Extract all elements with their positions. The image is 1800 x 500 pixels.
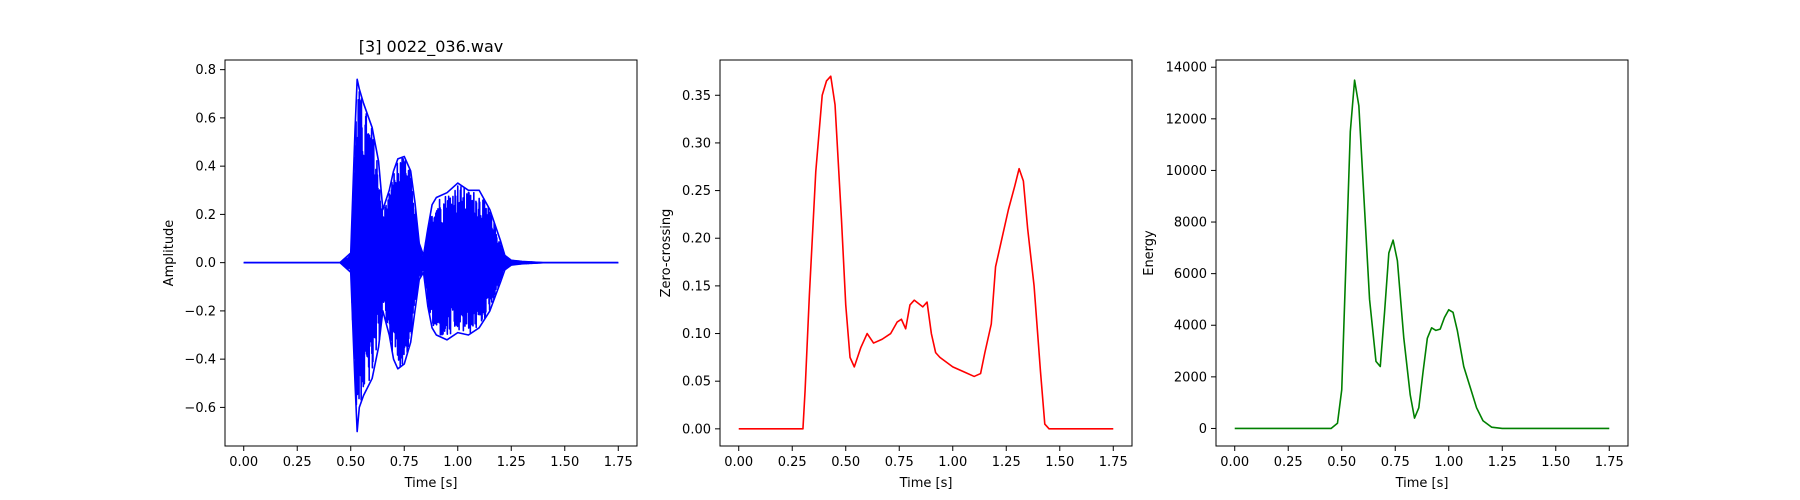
- zero-crossing-y-axis-label: Zero-crossing: [659, 209, 674, 298]
- zero-crossing-x-tick-label: 0.25: [778, 455, 807, 470]
- zero-crossing-y-tick-label: 0.30: [682, 136, 711, 151]
- waveform-x-tick-label: 1.00: [443, 455, 472, 470]
- energy-y-tick-label: 6000: [1174, 267, 1207, 282]
- waveform-chart-title: [3] 0022_036.wav: [359, 37, 503, 57]
- waveform-x-axis-label: Time [s]: [404, 476, 458, 491]
- waveform-y-tick-label: 0.8: [195, 63, 216, 78]
- waveform-x-tick-label: 1.50: [550, 455, 579, 470]
- energy-x-tick-label: 1.75: [1595, 455, 1624, 470]
- energy-x-tick-label: 1.25: [1488, 455, 1517, 470]
- energy-x-tick-label: 0.75: [1381, 455, 1410, 470]
- energy-x-tick-label: 0.50: [1327, 455, 1356, 470]
- energy-y-axis-label: Energy: [1142, 230, 1157, 276]
- zero-crossing-y-tick-label: 0.15: [682, 279, 711, 294]
- zero-crossing-panel: 0.00 0.25 0.50 0.75 1.00 1.25 1.50 1.75 0.00 0.0…: [659, 59, 1133, 491]
- zero-crossing-x-axis-label: Time [s]: [899, 476, 953, 491]
- waveform-y-tick-label: 0.6: [195, 111, 216, 126]
- waveform-x-tick-label: 0.50: [336, 455, 365, 470]
- waveform-y-tick-label: 0.0: [195, 256, 216, 271]
- waveform-y-tick-label: −0.2: [184, 304, 216, 319]
- energy-x-tick-label: 1.50: [1541, 455, 1570, 470]
- zero-crossing-x-tick-label: 1.75: [1099, 455, 1128, 470]
- waveform-series-line: [243, 91, 619, 406]
- waveform-y-axis-label: Amplitude: [162, 220, 177, 287]
- zero-crossing-x-tick-label: 1.50: [1045, 455, 1074, 470]
- zero-crossing-y-tick-label: 0.35: [682, 89, 711, 104]
- waveform-y-tick-label: −0.4: [184, 353, 216, 368]
- energy-y-tick-label: 2000: [1174, 370, 1207, 385]
- waveform-x-tick-label: 1.25: [497, 455, 526, 470]
- energy-y-tick-label: 14000: [1166, 61, 1207, 76]
- zero-crossing-x-tick-label: 1.25: [992, 455, 1021, 470]
- energy-axes-frame: [1215, 59, 1629, 447]
- zero-crossing-series-line: [738, 75, 1114, 430]
- zero-crossing-x-tick-label: 0.00: [724, 455, 753, 470]
- waveform-axes-frame: [224, 59, 638, 447]
- energy-series-line: [1234, 79, 1610, 430]
- waveform-x-tick-label: 1.75: [604, 455, 633, 470]
- energy-y-tick-label: 0: [1199, 422, 1207, 437]
- energy-x-tick-label: 1.00: [1434, 455, 1463, 470]
- waveform-x-tick-label: 0.75: [390, 455, 419, 470]
- waveform-lower-envelope: [243, 261, 619, 433]
- zero-crossing-y-tick-label: 0.10: [682, 327, 711, 342]
- energy-y-tick-label: 10000: [1166, 164, 1207, 179]
- energy-x-tick-label: 0.00: [1220, 455, 1249, 470]
- waveform-y-tick-label: 0.4: [195, 160, 216, 175]
- zero-crossing-y-tick-label: 0.00: [682, 422, 711, 437]
- waveform-upper-envelope: [243, 78, 619, 264]
- zero-crossing-x-tick-label: 0.50: [831, 455, 860, 470]
- zero-crossing-x-tick-label: 0.75: [885, 455, 914, 470]
- energy-panel: 0.00 0.25 0.50 0.75 1.00 1.25 1.50 1.75 0 2000 40…: [1142, 59, 1629, 491]
- waveform-x-tick-label: 0.25: [283, 455, 312, 470]
- energy-y-tick-label: 4000: [1174, 319, 1207, 334]
- zero-crossing-x-tick-label: 1.00: [938, 455, 967, 470]
- zero-crossing-y-tick-label: 0.05: [682, 375, 711, 390]
- energy-y-tick-label: 12000: [1166, 112, 1207, 127]
- waveform-y-tick-label: 0.2: [195, 208, 216, 223]
- energy-x-tick-label: 0.25: [1274, 455, 1303, 470]
- energy-x-axis-label: Time [s]: [1395, 476, 1449, 491]
- waveform-x-tick-label: 0.00: [229, 455, 258, 470]
- waveform-panel: 0.00 0.25 0.50 0.75 1.00 1.25 1.50 1.75 −0.6 −0.…: [162, 37, 638, 491]
- energy-y-tick-label: 8000: [1174, 216, 1207, 231]
- zero-crossing-axes-frame: [719, 59, 1133, 447]
- waveform-y-tick-label: −0.6: [184, 401, 216, 416]
- zero-crossing-y-tick-label: 0.20: [682, 232, 711, 247]
- zero-crossing-y-tick-label: 0.25: [682, 184, 711, 199]
